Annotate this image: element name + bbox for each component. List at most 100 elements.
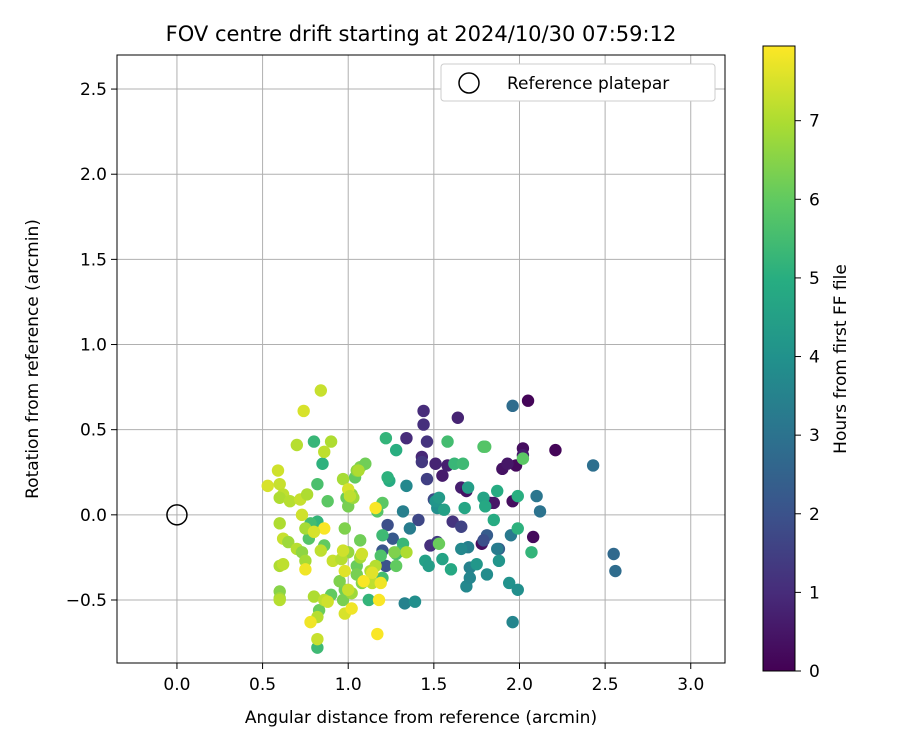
colorbar-tick-label: 3 — [809, 426, 820, 446]
data-point — [273, 593, 286, 607]
data-point — [261, 479, 274, 493]
data-point — [455, 520, 468, 533]
data-point — [400, 431, 413, 445]
data-point — [304, 615, 317, 629]
data-point — [491, 542, 504, 556]
data-point — [336, 472, 350, 486]
y-tick-label: −0.5 — [66, 591, 107, 611]
data-point — [381, 518, 394, 532]
data-point — [290, 438, 304, 452]
data-point — [506, 399, 519, 413]
y-axis-ticks: −0.5 0.0 0.5 1.0 1.5 2.0 2.5 — [66, 80, 117, 611]
data-point — [345, 602, 358, 615]
data-point — [307, 435, 321, 448]
data-point — [307, 590, 321, 603]
data-point — [316, 457, 329, 470]
chart-title: FOV centre drift starting at 2024/10/30 … — [166, 22, 677, 46]
y-tick-label: 0.0 — [80, 506, 107, 526]
x-tick-label: 2.0 — [506, 675, 533, 695]
data-point — [276, 558, 290, 571]
data-point — [436, 552, 449, 566]
data-point — [415, 455, 429, 469]
data-point — [417, 418, 430, 431]
data-point — [381, 471, 394, 484]
data-point — [343, 489, 357, 503]
data-point — [273, 477, 286, 491]
data-point — [300, 488, 314, 501]
data-point — [412, 513, 425, 527]
data-point — [477, 534, 490, 547]
colorbar-tick-label: 2 — [809, 505, 820, 525]
data-point — [338, 522, 351, 535]
data-point — [314, 384, 328, 397]
legend-entry-label: Reference platepar — [507, 74, 669, 94]
data-point — [420, 435, 434, 448]
data-point — [511, 489, 524, 503]
data-point — [441, 435, 454, 448]
data-point — [530, 489, 543, 503]
y-tick-label: 0.5 — [80, 421, 107, 441]
data-point — [389, 559, 403, 573]
colorbar-ticks: 0 1 2 3 4 5 6 7 — [795, 112, 820, 682]
data-point — [533, 505, 547, 518]
colorbar-tick-label: 7 — [809, 112, 820, 132]
data-point — [491, 484, 504, 498]
data-point — [506, 615, 519, 629]
data-point — [470, 558, 483, 571]
data-point — [501, 457, 514, 470]
data-point — [463, 571, 477, 585]
data-point — [355, 547, 369, 561]
y-tick-label: 1.5 — [80, 250, 107, 270]
colorbar-label: Hours from first FF file — [831, 264, 851, 454]
data-point — [369, 501, 382, 515]
data-point — [422, 559, 435, 573]
data-point — [400, 479, 413, 493]
data-point — [282, 535, 295, 549]
data-point — [374, 549, 387, 562]
data-point — [429, 457, 442, 470]
data-point — [372, 593, 386, 607]
x-tick-label: 2.5 — [592, 675, 619, 695]
data-point — [273, 517, 286, 530]
data-point — [311, 632, 324, 646]
data-point — [321, 595, 334, 608]
x-tick-label: 1.0 — [335, 675, 362, 695]
x-axis-ticks: 0.0 0.5 1.0 1.5 2.0 2.5 3.0 — [163, 663, 704, 695]
data-point — [487, 513, 500, 527]
data-point — [297, 404, 310, 418]
data-point — [365, 566, 379, 579]
data-point — [417, 404, 430, 418]
data-point — [479, 500, 492, 513]
data-point — [379, 559, 393, 573]
colorbar-tick-label: 6 — [809, 190, 820, 210]
data-point — [480, 568, 494, 581]
data-point — [432, 491, 446, 505]
x-tick-label: 1.5 — [420, 675, 447, 695]
data-point — [336, 593, 350, 607]
data-point — [403, 522, 417, 535]
data-point — [338, 564, 351, 578]
data-point — [461, 481, 475, 494]
data-point — [455, 542, 468, 556]
data-point — [342, 583, 355, 596]
data-point — [432, 537, 446, 550]
data-point — [437, 503, 451, 516]
data-point — [511, 522, 524, 535]
data-point — [607, 547, 620, 561]
data-point — [586, 459, 600, 472]
data-point — [324, 435, 338, 448]
y-axis-label: Rotation from reference (arcmin) — [23, 219, 43, 499]
plot-frame — [116, 54, 726, 664]
data-point — [311, 641, 324, 654]
x-tick-label: 0.5 — [249, 675, 276, 695]
legend: Reference platepar — [440, 63, 716, 102]
data-point — [492, 554, 506, 568]
colorbar-tick-label: 1 — [809, 583, 820, 603]
data-point — [299, 554, 312, 568]
y-tick-label: 2.0 — [80, 165, 107, 185]
data-point — [318, 445, 331, 459]
data-point — [307, 525, 321, 539]
data-point — [609, 564, 622, 578]
colorbar-tick-label: 4 — [809, 348, 820, 368]
data-point — [456, 457, 470, 470]
